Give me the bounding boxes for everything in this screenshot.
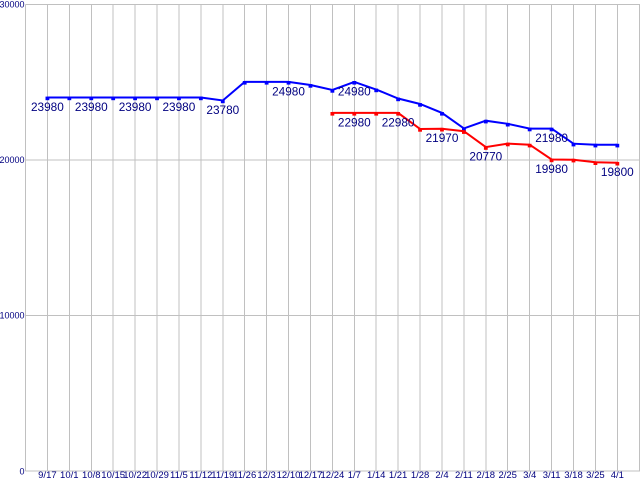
- svg-text:22980: 22980: [382, 115, 415, 129]
- svg-text:19800: 19800: [601, 165, 634, 179]
- svg-text:1/14: 1/14: [367, 470, 386, 480]
- svg-text:10/29: 10/29: [145, 470, 169, 480]
- svg-text:11/5: 11/5: [170, 470, 188, 480]
- svg-text:21980: 21980: [535, 131, 568, 145]
- svg-text:23980: 23980: [162, 100, 195, 114]
- svg-text:23980: 23980: [31, 100, 64, 114]
- svg-text:1/28: 1/28: [411, 470, 430, 480]
- svg-text:24980: 24980: [272, 84, 305, 98]
- svg-text:1/21: 1/21: [389, 470, 408, 480]
- svg-text:23780: 23780: [206, 103, 239, 117]
- svg-text:12/3: 12/3: [257, 470, 276, 480]
- svg-text:22980: 22980: [338, 115, 371, 129]
- svg-text:12/10: 12/10: [277, 470, 301, 480]
- svg-text:10/1: 10/1: [60, 470, 79, 480]
- svg-text:20000: 20000: [0, 155, 25, 165]
- svg-text:21970: 21970: [426, 131, 459, 145]
- svg-text:3/11: 3/11: [543, 470, 561, 480]
- svg-text:30000: 30000: [0, 0, 25, 9]
- svg-text:2/18: 2/18: [477, 470, 496, 480]
- svg-text:23980: 23980: [75, 100, 108, 114]
- svg-text:4/1: 4/1: [611, 470, 624, 480]
- svg-text:24980: 24980: [338, 84, 371, 98]
- svg-text:10/15: 10/15: [101, 470, 125, 480]
- svg-text:12/17: 12/17: [299, 470, 323, 480]
- svg-text:10000: 10000: [0, 311, 25, 321]
- svg-text:10/8: 10/8: [82, 470, 101, 480]
- svg-text:2/4: 2/4: [435, 470, 448, 480]
- svg-text:19980: 19980: [535, 162, 568, 176]
- svg-text:11/26: 11/26: [233, 470, 256, 480]
- svg-text:2/11: 2/11: [455, 470, 473, 480]
- svg-text:0: 0: [19, 466, 24, 476]
- svg-text:20770: 20770: [469, 150, 502, 164]
- svg-text:11/12: 11/12: [189, 470, 212, 480]
- svg-text:3/4: 3/4: [523, 470, 536, 480]
- svg-text:3/18: 3/18: [564, 470, 583, 480]
- svg-text:2/25: 2/25: [498, 470, 517, 480]
- svg-text:12/24: 12/24: [321, 470, 345, 480]
- svg-text:3/25: 3/25: [586, 470, 605, 480]
- svg-text:10/22: 10/22: [123, 470, 147, 480]
- svg-text:9/17: 9/17: [38, 470, 57, 480]
- svg-text:1/7: 1/7: [348, 470, 361, 480]
- svg-text:11/19: 11/19: [211, 470, 234, 480]
- svg-text:23980: 23980: [119, 100, 152, 114]
